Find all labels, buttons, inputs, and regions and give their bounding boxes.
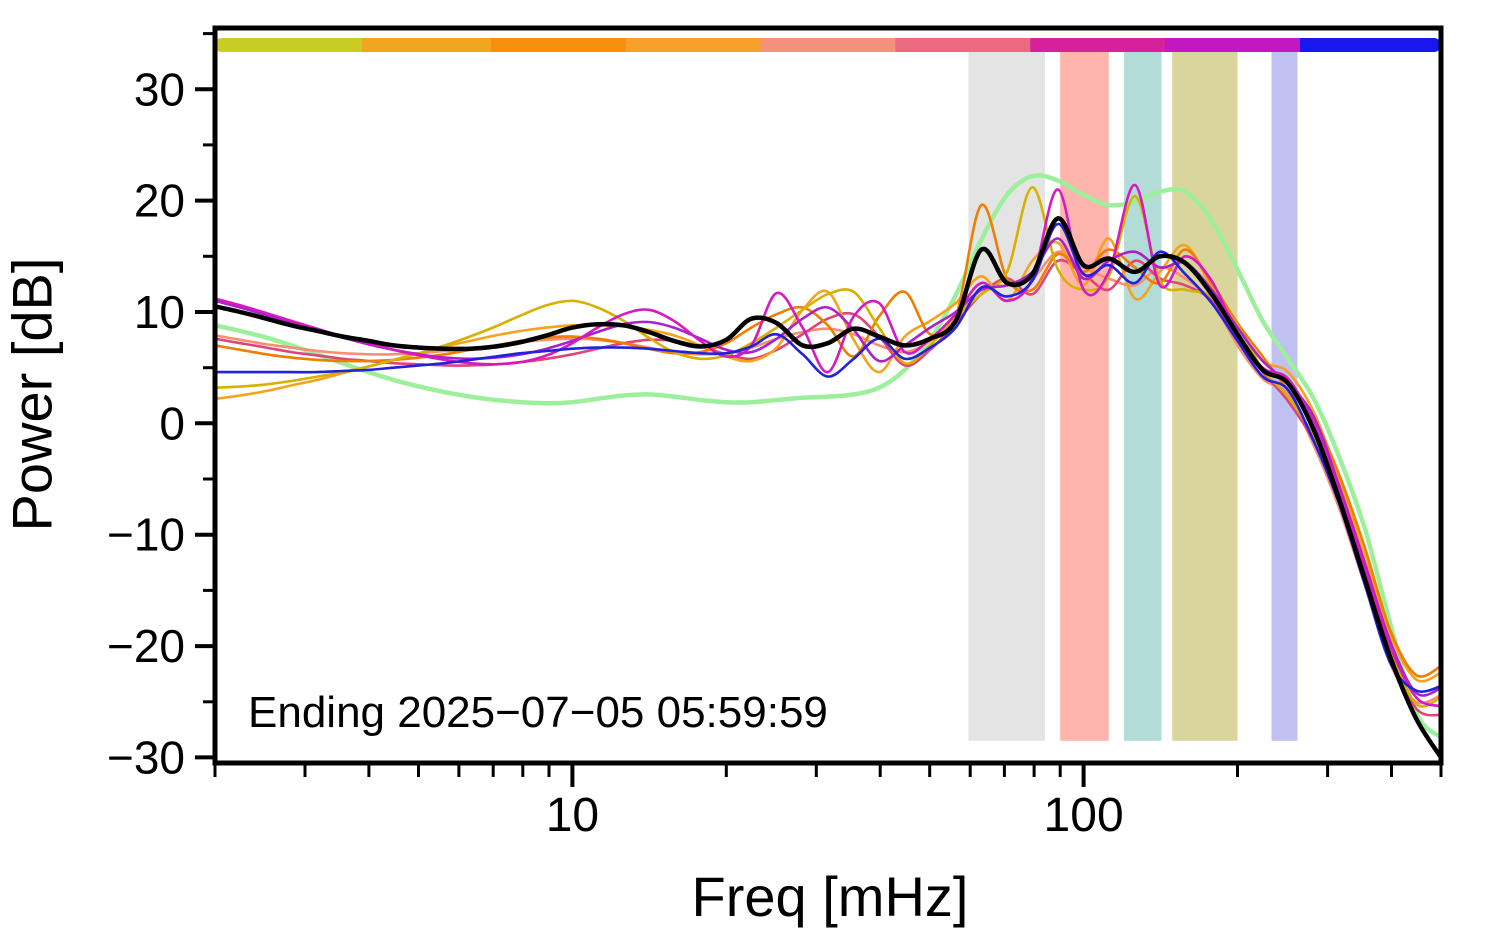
svg-text:−10: −10 — [107, 509, 185, 561]
ending-timestamp-annotation: Ending 2025−07−05 05:59:59 — [248, 688, 828, 737]
svg-text:10: 10 — [134, 286, 185, 338]
svg-text:10: 10 — [546, 789, 599, 842]
time-colorbar — [215, 38, 1441, 52]
svg-text:0: 0 — [159, 397, 185, 449]
x-axis-label: Freq [mHz] — [691, 865, 969, 928]
series-magenta — [215, 183, 1441, 708]
svg-text:100: 100 — [1044, 789, 1124, 842]
axis-ticks — [195, 32, 1443, 787]
band-gray — [968, 50, 1045, 741]
series-lightgreen — [215, 173, 1441, 740]
svg-text:20: 20 — [134, 175, 185, 227]
svg-text:−30: −30 — [107, 731, 185, 783]
band-teal — [1124, 50, 1162, 741]
series-orange — [215, 237, 1441, 683]
svg-text:30: 30 — [134, 63, 185, 115]
series-darkorange — [215, 203, 1441, 678]
svg-text:−20: −20 — [107, 620, 185, 672]
y-axis-label: Power [dB] — [0, 257, 64, 532]
axis-tick-labels: −30 −20 −10 0 10 20 30 10 100 — [107, 63, 1124, 842]
plot-frame — [212, 25, 1444, 766]
band-olive — [1172, 50, 1238, 741]
band-red — [1060, 50, 1109, 741]
series-mean-black — [215, 216, 1441, 760]
spectra-curves — [215, 173, 1441, 760]
series-goldenrod — [215, 185, 1441, 708]
series-blue — [215, 222, 1441, 693]
